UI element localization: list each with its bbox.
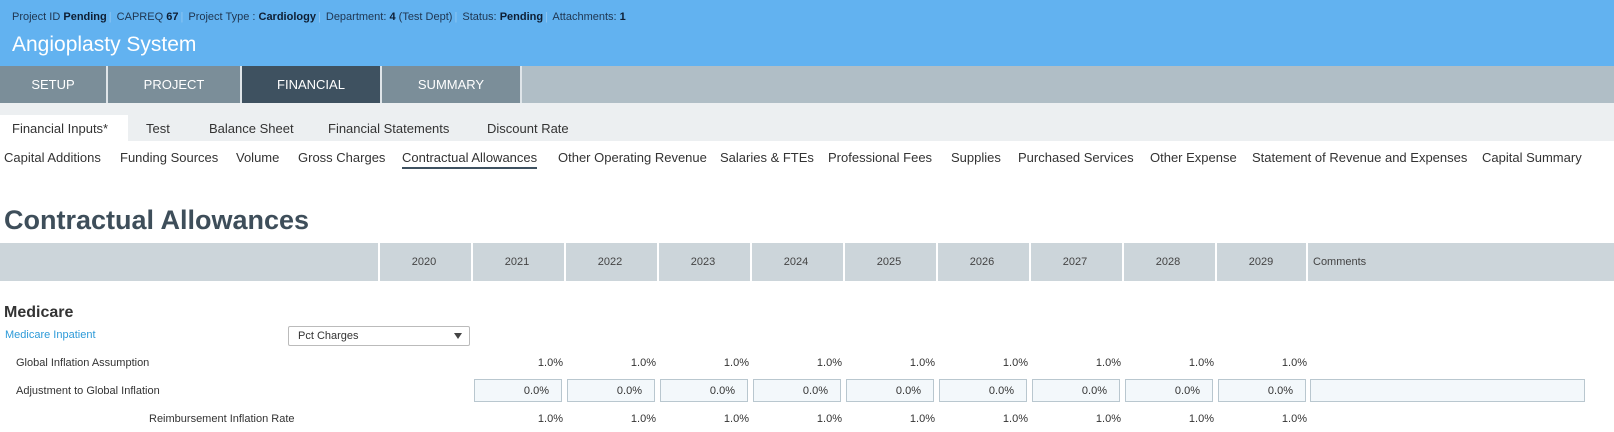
row-label-global-inflation: Global Inflation Assumption [16,357,150,369]
project-title: Angioplasty System [12,33,197,56]
reimbursement-2022: 1.0% [630,413,656,425]
meta-label-project-type: Project Type : [188,11,256,23]
global-inflation-2025: 1.0% [909,357,935,369]
global-inflation-2026: 1.0% [1002,357,1028,369]
meta-label-project-id: Project ID [12,11,61,23]
comments-header: Comments [1306,243,1614,281]
page-title: Contractual Allowances [4,205,310,235]
global-inflation-2029: 1.0% [1281,357,1307,369]
meta-label-department: Department: [325,11,387,23]
nav-professional-fees[interactable]: Professional Fees [828,150,933,165]
global-inflation-2028: 1.0% [1188,357,1214,369]
nav-other-operating-revenue[interactable]: Other Operating Revenue [558,150,707,165]
nav-capital-summary[interactable]: Capital Summary [1482,150,1582,165]
meta-value-project-type: Cardiology [258,11,316,23]
section-title: Medicare [4,304,74,321]
year-2021: 2021 [471,243,561,281]
method-select[interactable]: Pct Charges [288,326,470,346]
meta-value-attachments: 1 [619,11,626,23]
meta-label-status: Status: [462,11,497,23]
subtab-test[interactable]: Test [146,120,170,136]
global-inflation-2022: 1.0% [630,357,656,369]
year-2023: 2023 [657,243,747,281]
year-2025: 2025 [843,243,933,281]
global-inflation-2024: 1.0% [816,357,842,369]
year-header: 2020 2021 2022 2023 2024 2025 2026 2027 … [0,243,1614,281]
nav-capital-additions[interactable]: Capital Additions [4,150,101,165]
tab-financial[interactable]: FINANCIAL [242,66,382,103]
adjustment-input-2021[interactable]: 0.0% [474,379,562,402]
year-2020: 2020 [378,243,468,281]
year-2028: 2028 [1122,243,1212,281]
meta-value-status: Pending [499,11,544,23]
reimbursement-2025: 1.0% [909,413,935,425]
global-inflation-2021: 1.0% [537,357,563,369]
adjustment-input-2022[interactable]: 0.0% [567,379,655,402]
reimbursement-2026: 1.0% [1002,413,1028,425]
year-2022: 2022 [564,243,654,281]
adjustment-input-2026[interactable]: 0.0% [939,379,1027,402]
year-2024: 2024 [750,243,840,281]
meta-label-capreq: CAPREQ [116,11,164,23]
nav-purchased-services[interactable]: Purchased Services [1018,150,1134,165]
meta-value-department: 4 [389,11,396,23]
meta-extra-department: (Test Dept) [398,11,453,23]
subtab-financial-inputs[interactable]: Financial Inputs* [0,115,128,141]
global-inflation-2027: 1.0% [1095,357,1121,369]
tab-setup[interactable]: SETUP [0,66,108,103]
adjustment-input-2023[interactable]: 0.0% [660,379,748,402]
subtab-balance-sheet[interactable]: Balance Sheet [209,120,294,136]
tab-project[interactable]: PROJECT [108,66,242,103]
project-header: Project ID Pending | CAPREQ 67 | Project T… [0,0,1614,66]
reimbursement-2023: 1.0% [723,413,749,425]
nav-gross-charges[interactable]: Gross Charges [298,150,386,165]
meta-label-attachments: Attachments: [552,11,617,23]
adjustment-input-2029[interactable]: 0.0% [1218,379,1306,402]
adjustment-input-2025[interactable]: 0.0% [846,379,934,402]
reimbursement-2021: 1.0% [537,413,563,425]
row-label-reimbursement: Reimbursement Inflation Rate [149,413,295,425]
year-2026: 2026 [936,243,1026,281]
nav-salaries-ftes[interactable]: Salaries & FTEs [720,150,814,165]
subtab-financial-statements[interactable]: Financial Statements [328,120,450,136]
reimbursement-2027: 1.0% [1095,413,1121,425]
nav-funding-sources[interactable]: Funding Sources [120,150,219,165]
nav-statement-revenue-expenses[interactable]: Statement of Revenue and Expenses [1252,150,1468,165]
main-tabs: SETUP PROJECT FINANCIAL SUMMARY [0,66,1614,103]
global-inflation-2023: 1.0% [723,357,749,369]
subtab-discount-rate[interactable]: Discount Rate [487,120,569,136]
year-2029: 2029 [1215,243,1305,281]
tab-summary[interactable]: SUMMARY [382,66,522,103]
row-label-adjustment: Adjustment to Global Inflation [16,385,160,397]
chevron-down-icon [454,333,462,339]
meta-value-capreq: 67 [166,11,179,23]
nav-volume[interactable]: Volume [236,150,280,165]
method-select-value: Pct Charges [298,330,359,342]
reimbursement-2024: 1.0% [816,413,842,425]
year-2027: 2027 [1029,243,1119,281]
adjustment-input-2024[interactable]: 0.0% [753,379,841,402]
sub-tabs: Financial Inputs* Test Balance Sheet Fin… [0,103,1614,141]
reimbursement-2028: 1.0% [1188,413,1214,425]
project-meta: Project ID Pending | CAPREQ 67 | Project T… [12,11,626,23]
meta-value-project-id: Pending [63,11,107,23]
adjustment-comment-input[interactable] [1310,379,1585,402]
adjustment-input-2027[interactable]: 0.0% [1032,379,1120,402]
reimbursement-2029: 1.0% [1281,413,1307,425]
nav-supplies[interactable]: Supplies [951,150,1001,165]
adjustment-input-2028[interactable]: 0.0% [1125,379,1213,402]
nav-contractual-allowances[interactable]: Contractual Allowances [402,150,538,169]
medicare-inpatient-link[interactable]: Medicare Inpatient [5,329,96,341]
nav-other-expense[interactable]: Other Expense [1150,150,1237,165]
